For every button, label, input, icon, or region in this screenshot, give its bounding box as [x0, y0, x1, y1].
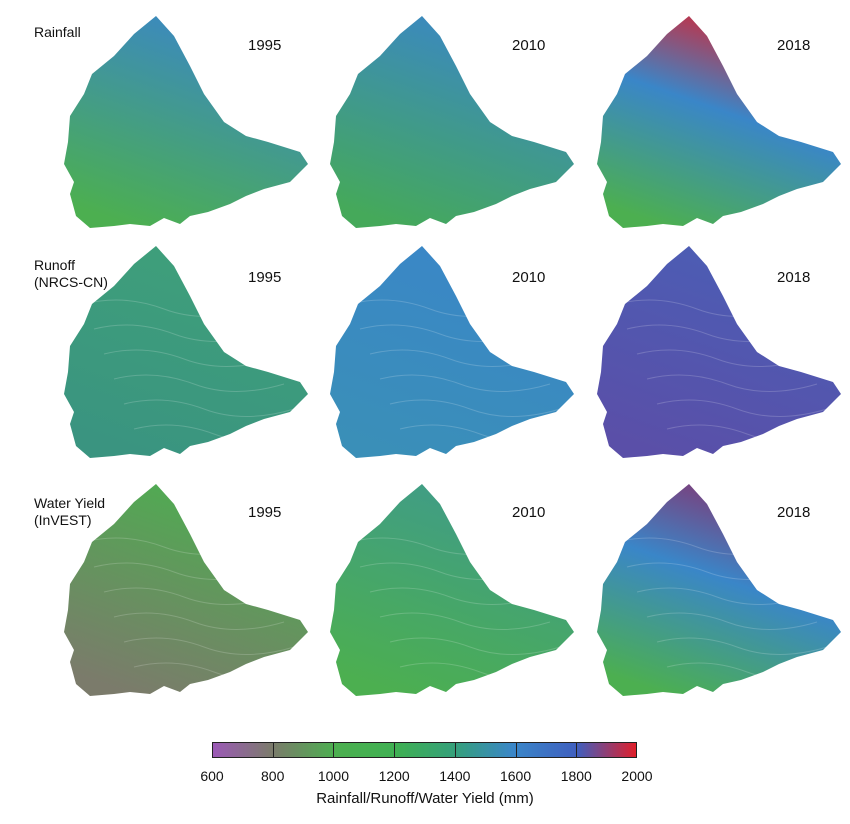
legend-tick-label: 1800 — [560, 768, 592, 784]
row-label-rainfall: Rainfall — [34, 24, 81, 40]
year-label: 1995 — [248, 504, 282, 521]
rainfall-map-2010 — [330, 16, 574, 228]
rainfall-map-2018 — [597, 16, 841, 228]
year-label: 1995 — [248, 269, 282, 286]
texture-line — [83, 537, 255, 555]
rainfall-map-1995 — [64, 16, 308, 228]
watershed-shape — [64, 246, 308, 458]
row-label-runoff: Runoff (NRCS-CN) — [34, 257, 108, 290]
legend-tick-label: 1200 — [378, 768, 410, 784]
legend-title: Rainfall/Runoff/Water Yield (mm) — [316, 790, 534, 807]
year-label: 2010 — [512, 37, 546, 54]
texture-line — [359, 324, 531, 342]
texture-line — [103, 349, 275, 367]
texture-line — [666, 424, 838, 442]
texture-line — [93, 324, 265, 342]
texture-line — [113, 612, 285, 630]
texture-line — [349, 537, 521, 555]
legend-tick-label: 600 — [200, 768, 224, 784]
texture-line — [123, 637, 295, 655]
runoff-map-1995 — [64, 246, 308, 458]
legend-tick-mark — [333, 742, 335, 758]
watershed-shape — [64, 16, 308, 228]
legend-tick-mark — [576, 742, 578, 758]
legend-tick-label: 1400 — [439, 768, 471, 784]
texture-line — [389, 399, 561, 417]
year-label: 2018 — [777, 269, 811, 286]
watershed-shape — [597, 246, 841, 458]
legend-tick-mark — [394, 742, 396, 758]
texture-line — [379, 612, 551, 630]
texture-line — [83, 299, 255, 317]
legend-tick-label: 1600 — [499, 768, 532, 784]
runoff-map-2010 — [330, 246, 574, 458]
legend-tick-mark — [515, 742, 517, 758]
watershed-shape — [597, 484, 841, 696]
texture-line — [399, 424, 571, 442]
texture-line — [133, 424, 305, 442]
texture-line — [359, 562, 531, 580]
texture-line — [379, 374, 551, 392]
year-label: 2018 — [777, 504, 811, 521]
texture-line — [399, 662, 571, 680]
texture-line — [349, 299, 521, 317]
texture-line — [626, 562, 798, 580]
watershed-shape — [597, 16, 841, 228]
year-label: 2010 — [512, 269, 546, 286]
legend-tick-label: 800 — [261, 768, 285, 784]
color-scale-bar — [212, 742, 637, 758]
texture-line — [123, 399, 295, 417]
watershed-shape — [330, 246, 574, 458]
texture-line — [616, 299, 788, 317]
texture-line — [666, 662, 838, 680]
texture-line — [656, 399, 828, 417]
texture-line — [626, 324, 798, 342]
watershed-shape — [64, 484, 308, 696]
texture-line — [389, 637, 561, 655]
texture-line — [369, 349, 541, 367]
legend-tick-label: 2000 — [621, 768, 653, 784]
year-label: 2018 — [777, 37, 811, 54]
texture-line — [636, 587, 808, 605]
texture-line — [616, 537, 788, 555]
water-yield-map-1995 — [64, 484, 308, 696]
year-label: 2010 — [512, 504, 546, 521]
legend-tick-mark — [272, 742, 274, 758]
texture-line — [646, 374, 818, 392]
water-yield-map-2010 — [330, 484, 574, 696]
row-label-water-yield: Water Yield (InVEST) — [34, 495, 106, 528]
texture-line — [646, 612, 818, 630]
texture-line — [103, 587, 275, 605]
texture-line — [133, 662, 305, 680]
legend-tick-mark — [454, 742, 456, 758]
texture-line — [369, 587, 541, 605]
texture-line — [113, 374, 285, 392]
legend-tick-label: 1000 — [317, 768, 349, 784]
year-label: 1995 — [248, 37, 282, 54]
watershed-shape — [330, 16, 574, 228]
texture-line — [636, 349, 808, 367]
water-yield-map-2018 — [597, 484, 841, 696]
runoff-map-2018 — [597, 246, 841, 458]
watershed-shape — [330, 484, 574, 696]
texture-line — [93, 562, 265, 580]
texture-line — [656, 637, 828, 655]
